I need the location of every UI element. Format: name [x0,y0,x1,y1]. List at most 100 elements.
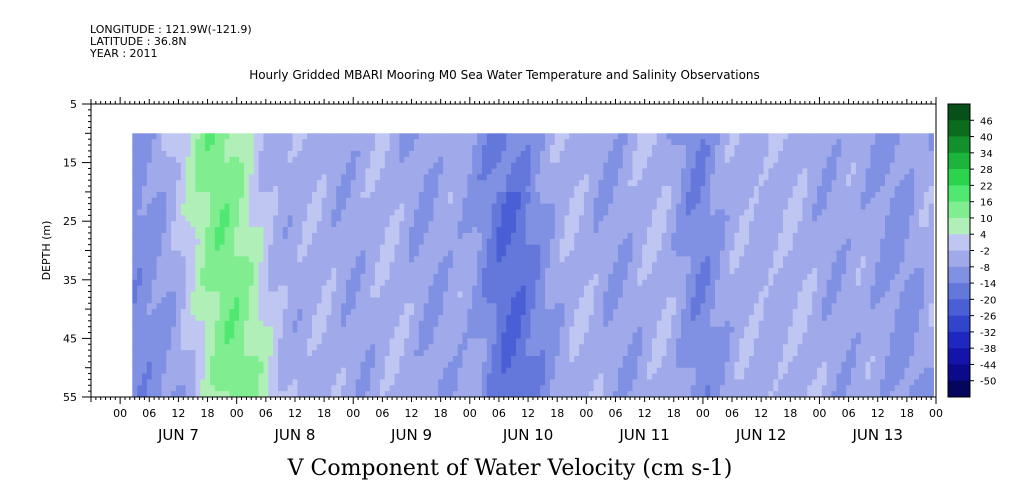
heatmap-cell [525,338,531,345]
heatmap-cell [151,320,157,328]
heatmap-cell [282,139,289,146]
heatmap-cell [598,379,604,386]
heatmap-cell [375,139,381,146]
heatmap-cell [190,145,196,152]
heatmap-cell [345,279,352,287]
heatmap-cell [549,373,556,380]
heatmap-cell [273,162,279,169]
heatmap-cell [481,285,488,292]
heatmap-cell [146,326,153,333]
heatmap-cell [273,250,279,257]
heatmap-cell [389,391,395,397]
heatmap-cell [161,350,167,357]
heatmap-cell [292,303,298,310]
heatmap-cell [515,338,522,345]
heatmap-cell [190,256,196,263]
heatmap-cell [370,279,376,287]
heatmap-cell [190,221,196,228]
heatmap-cell [253,379,259,386]
heatmap-cell [200,168,206,175]
heatmap-cell [452,209,459,216]
heatmap-cell [486,355,493,363]
heatmap-cell [180,197,187,205]
heatmap-cell [365,250,371,257]
heatmap-cell [428,238,434,246]
heatmap-cell [651,227,658,234]
heatmap-cell [501,262,507,269]
heatmap-cell [180,250,187,257]
heatmap-cell [365,232,371,240]
heatmap-cell [467,361,473,369]
heatmap-cell [525,350,531,357]
heatmap-cell [345,156,352,163]
heatmap-cell [321,326,327,333]
heatmap-cell [617,180,624,187]
heatmap-cell [175,332,182,339]
heatmap-cell [277,332,284,339]
heatmap-cell [224,203,230,210]
heatmap-cell [535,273,541,281]
heatmap-cell [200,303,206,310]
heatmap-cell [651,314,658,322]
heatmap-cell [360,326,366,333]
heatmap-cell [481,162,488,169]
heatmap-cell [438,191,444,199]
heatmap-cell [175,326,182,333]
heatmap-cell [248,250,255,257]
heatmap-cell [277,238,284,246]
heatmap-cell [156,191,162,199]
heatmap-cell [477,238,483,246]
heatmap-cell [588,186,595,193]
heatmap-cell [214,373,221,380]
heatmap-cell [156,344,162,351]
heatmap-cell [438,367,444,374]
heatmap-cell [496,303,502,310]
heatmap-cell [593,350,599,357]
heatmap-cell [273,209,279,216]
heatmap-cell [666,209,672,216]
heatmap-cell [627,244,633,251]
heatmap-cell [229,391,235,397]
heatmap-cell [433,344,439,351]
heatmap-cell [515,145,522,152]
heatmap-cell [540,291,546,298]
heatmap-cell [307,191,313,199]
heatmap-cell [477,268,483,275]
heatmap-cell [515,279,522,287]
heatmap-cell [321,238,327,246]
heatmap-cell [501,344,507,351]
heatmap-cell [229,197,235,205]
heatmap-cell [292,197,298,205]
heatmap-cell [360,273,366,281]
heatmap-cell [161,291,167,298]
heatmap-cell [161,186,167,193]
heatmap-cell [399,145,405,152]
heatmap-cell [433,203,439,210]
heatmap-cell [666,162,672,169]
heatmap-cell [180,256,187,263]
heatmap-cell [418,314,425,322]
heatmap-cell [379,174,386,181]
heatmap-cell [180,297,187,304]
heatmap-cell [205,314,211,322]
heatmap-cell [491,332,497,339]
heatmap-cell [467,391,473,397]
heatmap-cell [321,150,327,158]
heatmap-cell [506,174,512,181]
heatmap-cell [433,209,439,216]
heatmap-cell [574,361,580,369]
heatmap-cell [141,320,148,328]
heatmap-cell [180,209,187,216]
heatmap-cell [617,244,624,251]
heatmap-cell [472,215,478,222]
heatmap-cell [462,186,468,193]
heatmap-cell [598,133,604,140]
heatmap-cell [341,279,347,287]
heatmap-cell [282,215,289,222]
heatmap-cell [651,273,658,281]
heatmap-cell [554,232,561,240]
heatmap-cell [175,215,182,222]
heatmap-cell [156,285,162,292]
heatmap-cell [268,150,274,158]
heatmap-cell [472,332,478,339]
